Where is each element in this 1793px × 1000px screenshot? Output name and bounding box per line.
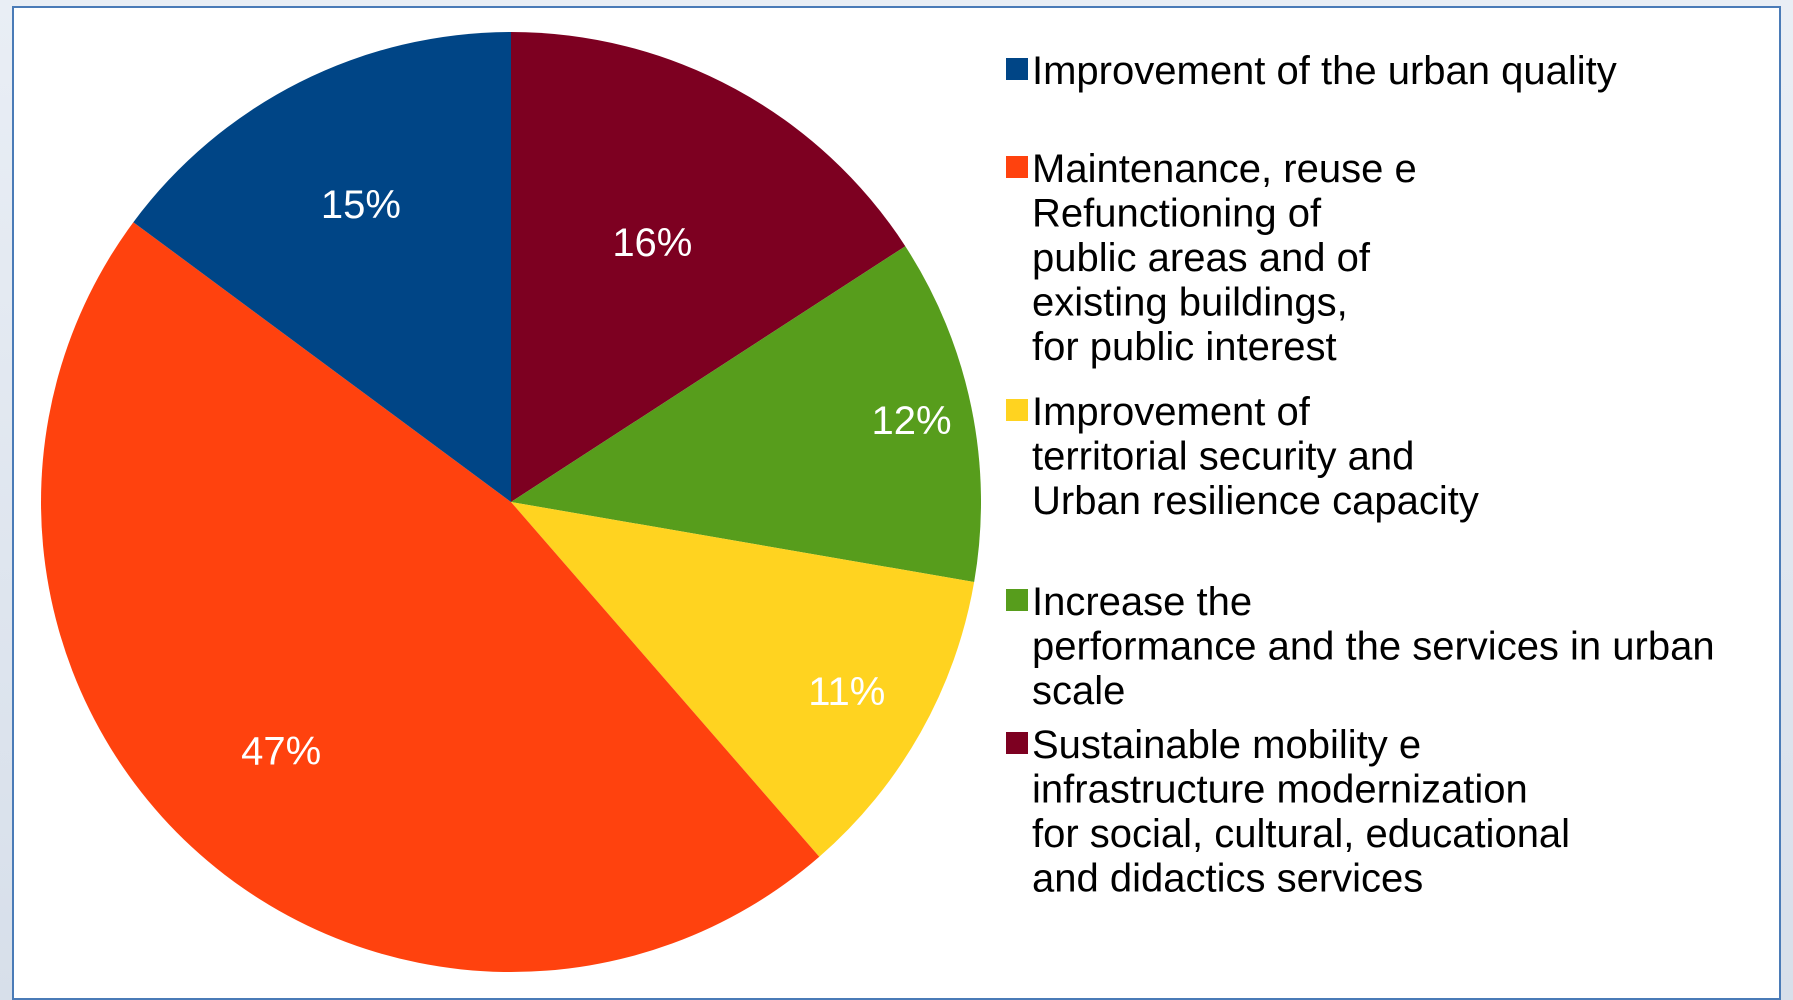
slice-value-label-0: 16%	[612, 221, 692, 265]
pie-chart: 16% 12% 11% 47% 15% Improvement of the urban …	[41, 32, 1715, 972]
legend-label-1-line-0: Maintenance, reuse e	[1032, 147, 1417, 191]
legend-label-3-line-2: scale	[1032, 669, 1125, 713]
legend-label-1-line-3: existing buildings,	[1032, 281, 1348, 325]
legend-label-0-line-0: Improvement of the urban quality	[1032, 49, 1617, 93]
pie-slice-2	[511, 502, 975, 857]
legend-label-4-line-2: for social, cultural, educational	[1032, 812, 1570, 856]
legend-swatch-0	[1006, 58, 1028, 80]
legend-swatch-4	[1006, 732, 1028, 754]
legend-label-2-line-1: territorial security and	[1032, 435, 1414, 479]
legend-label-2-line-0: Improvement of	[1032, 390, 1311, 434]
legend-swatch-3	[1006, 589, 1028, 611]
slice-value-label-4: 15%	[321, 183, 401, 227]
legend-label-3-line-1: performance and the services in urban	[1032, 625, 1715, 669]
legend-label-1-line-1: Refunctioning of	[1032, 192, 1322, 236]
pie-slice-4	[133, 32, 511, 502]
legend-label-1-line-4: for public interest	[1032, 325, 1337, 369]
slice-value-label-1: 12%	[872, 399, 952, 443]
pie-slice-1	[511, 246, 981, 583]
pie-slice-0	[511, 32, 906, 502]
legend-label-4-line-3: and didactics services	[1032, 857, 1423, 901]
legend-label-4-line-0: Sustainable mobility e	[1032, 723, 1421, 767]
legend-swatch-2	[1006, 399, 1028, 421]
legend-label-1-line-2: public areas and of	[1032, 236, 1371, 280]
legend-label-3-line-0: Increase the	[1032, 580, 1252, 624]
slice-value-label-2: 11%	[808, 670, 885, 714]
slice-value-label-3: 47%	[241, 729, 321, 773]
legend-swatch-1	[1006, 156, 1028, 178]
legend-label-4-line-1: infrastructure modernization	[1032, 768, 1528, 812]
legend-label-2-line-2: Urban resilience capacity	[1032, 479, 1479, 523]
chart-frame: 16% 12% 11% 47% 15% Improvement of the urban …	[12, 6, 1781, 1000]
pie-slice-3	[41, 222, 820, 972]
